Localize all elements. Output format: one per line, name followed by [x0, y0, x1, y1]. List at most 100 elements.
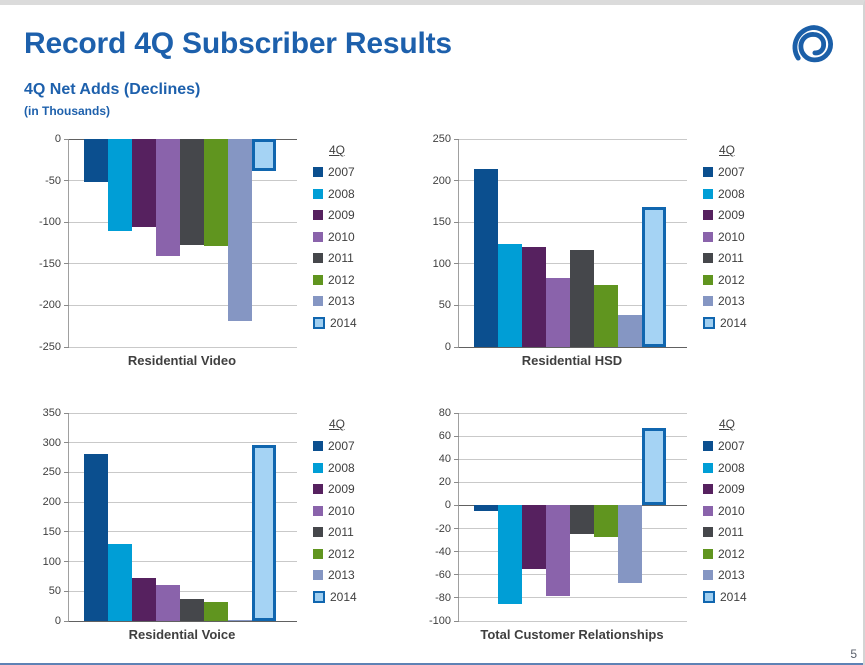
bar-2014: [642, 207, 666, 347]
y-axis-tick: [454, 551, 459, 553]
y-axis-label: 150: [42, 525, 61, 538]
legend-item-2009: 2009: [313, 481, 377, 497]
chart-residential-hsd: 0 50 100 150 200 250 Residential HSD 4Q 2007 2008…: [416, 131, 767, 368]
y-axis-label: -20: [435, 522, 451, 535]
chart-title: Total Customer Relationships: [480, 627, 664, 642]
bar-2011: [570, 249, 594, 347]
chart-legend: 4Q 2007 2008 2009 2010 2011 2012 2013 2014: [313, 405, 377, 610]
y-axis-label: 200: [42, 496, 61, 509]
time-warner-cable-eye-logo: [792, 25, 834, 63]
chart-plot-column: -100 -80 -60 -40 -20 0 20 40 60 80 Total Customer …: [416, 405, 687, 642]
legend-year-label: 2008: [718, 460, 745, 475]
legend-item-2014: 2014: [703, 315, 767, 331]
legend-swatch-2013: [703, 570, 713, 580]
legend-swatch-2009: [313, 210, 323, 220]
y-axis-label: 50: [48, 585, 61, 598]
legend-item-2009: 2009: [313, 207, 377, 223]
bar-2008: [498, 243, 522, 347]
legend-year-label: 2011: [718, 251, 744, 265]
gridline: [459, 435, 687, 437]
page-title: Record 4Q Subscriber Results: [24, 27, 452, 60]
legend-swatch-2008: [313, 462, 323, 473]
y-axis-label: -100: [428, 615, 451, 627]
bar-2014: [252, 445, 276, 621]
legend-item-2013: 2013: [313, 293, 377, 309]
plot-area: [454, 138, 687, 348]
legend-swatch-2007: [703, 167, 713, 177]
y-axis-tick: [64, 263, 69, 265]
chart-plot-row: -250 -200 -150 -100 -50 0: [26, 131, 297, 353]
chart-residential-voice: 0 50 100 150 200 250 300 350 Residential Voice 4Q…: [26, 405, 377, 642]
y-axis-tick: [64, 412, 69, 414]
bar-2010: [156, 584, 180, 621]
chart-residential-video: -250 -200 -150 -100 -50 0 Residential Video 4Q 2…: [26, 131, 377, 368]
legend-swatch-2012: [703, 548, 713, 559]
legend-item-2014: 2014: [313, 589, 377, 605]
y-axis-labels: 0 50 100 150 200 250 300 350: [26, 407, 68, 627]
bar-2007: [84, 139, 108, 183]
bar-2011: [180, 139, 204, 246]
y-axis-label: -50: [45, 174, 61, 187]
legend-swatch-2009: [703, 210, 713, 220]
gridline: [459, 138, 687, 140]
legend-year-label: 2010: [328, 503, 355, 518]
y-axis-label: -250: [38, 341, 61, 353]
gridline: [69, 346, 297, 348]
y-axis-label: -200: [38, 299, 61, 312]
page-number: 5: [850, 647, 857, 661]
legend-item-2010: 2010: [313, 503, 377, 519]
legend-year-label: 2007: [718, 165, 745, 179]
y-axis-label: 250: [42, 466, 61, 479]
chart-title: Residential Video: [127, 353, 237, 368]
legend-swatch-2014: [703, 316, 715, 329]
y-axis-tick: [454, 221, 459, 223]
bar-2012: [594, 284, 618, 347]
legend-year-label: 2007: [328, 165, 355, 179]
legend-year-label: 2008: [328, 186, 355, 201]
legend-item-2012: 2012: [703, 272, 767, 288]
legend-item-2011: 2011: [703, 250, 767, 266]
legend-swatch-2007: [703, 441, 713, 451]
bar-2013: [618, 505, 642, 583]
legend-year-label: 2011: [718, 525, 744, 539]
legend-year-label: 2012: [328, 272, 355, 287]
legend-year-label: 2013: [328, 294, 355, 308]
y-axis-label: -60: [435, 568, 451, 581]
y-axis-label: 20: [438, 476, 451, 489]
legend-year-label: 2012: [328, 546, 355, 561]
bar-2009: [522, 505, 546, 569]
legend-year-label: 2012: [718, 546, 745, 561]
legend-year-label: 2007: [718, 439, 745, 453]
legend-year-label: 2010: [328, 229, 355, 244]
gridline: [459, 574, 687, 576]
chart-plot-column: 0 50 100 150 200 250 300 350 Residential Voice: [26, 405, 297, 642]
legend-swatch-2014: [313, 316, 325, 329]
chart-legend: 4Q 2007 2008 2009 2010 2011 2012 2013 2014: [703, 131, 767, 336]
legend-year-label: 2014: [720, 315, 747, 330]
legend-item-2009: 2009: [703, 207, 767, 223]
y-axis-tick: [64, 471, 69, 473]
y-axis-label: 80: [438, 407, 451, 419]
y-axis-label: 0: [54, 615, 61, 627]
legend-item-2013: 2013: [703, 567, 767, 583]
legend-year-label: 2014: [330, 589, 357, 604]
y-axis-tick: [454, 458, 459, 460]
bar-2010: [546, 505, 570, 596]
gridline: [459, 412, 687, 414]
legend-year-label: 2009: [328, 208, 355, 222]
legend-year-label: 2012: [718, 272, 745, 287]
gridline: [459, 180, 687, 182]
legend-swatch-2011: [313, 253, 323, 263]
legend-item-2012: 2012: [313, 272, 377, 288]
y-axis-tick: [64, 590, 69, 592]
gridline: [69, 561, 297, 563]
y-axis-label: 60: [438, 430, 451, 443]
y-axis-label: 150: [432, 216, 451, 229]
chart-group-units: (in Thousands): [24, 104, 110, 118]
plot-area: [64, 412, 297, 622]
legend-swatch-2009: [313, 484, 323, 494]
gridline: [69, 471, 297, 473]
y-axis-label: 250: [432, 133, 451, 145]
y-axis-label: -40: [435, 545, 451, 558]
y-axis-label: 100: [432, 257, 451, 270]
